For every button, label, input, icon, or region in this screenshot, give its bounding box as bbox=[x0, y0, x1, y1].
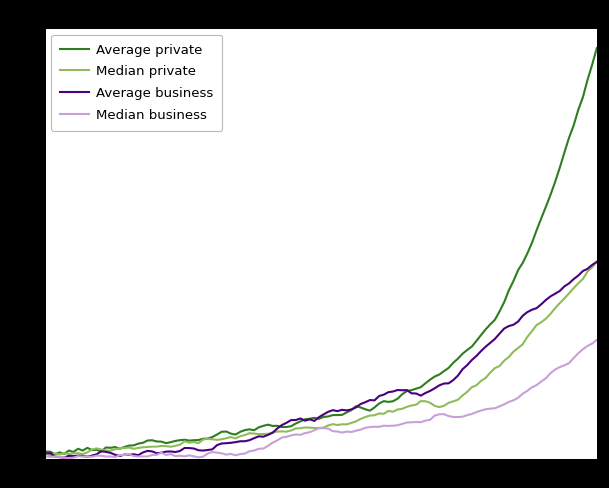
Legend: Average private, Median private, Average business, Median business: Average private, Median private, Average… bbox=[51, 35, 222, 131]
